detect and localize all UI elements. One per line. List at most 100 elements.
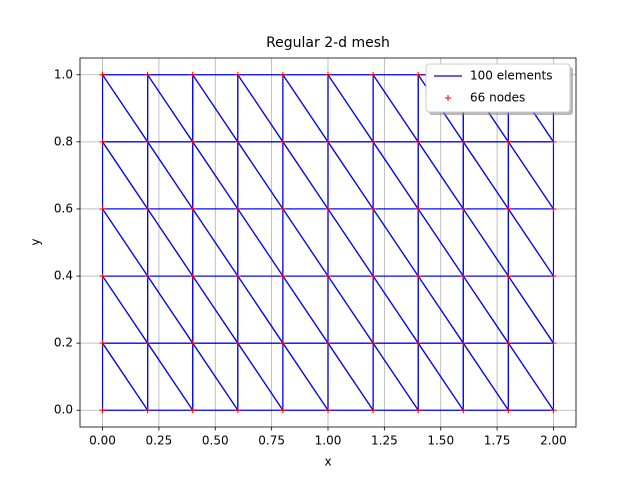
node-marker [505, 340, 512, 347]
element [327, 208, 374, 277]
element [372, 141, 419, 210]
element [101, 342, 149, 411]
node-marker [234, 205, 241, 212]
node-marker [325, 138, 331, 145]
node-marker [279, 273, 286, 280]
element [507, 275, 555, 344]
element [372, 342, 419, 411]
node-marker [460, 407, 467, 414]
node-marker [325, 340, 331, 347]
node-marker [279, 71, 286, 78]
element [237, 275, 284, 344]
node-marker [144, 407, 151, 414]
element [327, 275, 374, 344]
element [462, 275, 509, 344]
element [237, 342, 284, 411]
node-marker [550, 205, 557, 212]
element [507, 141, 555, 210]
node-marker [370, 71, 377, 78]
node-marker [234, 273, 241, 280]
y-tick-label: 0.6 [54, 201, 73, 215]
node-marker [325, 205, 331, 212]
node-marker [550, 340, 557, 347]
element [282, 342, 329, 411]
node-marker [415, 138, 422, 145]
x-tick-label: 2.00 [540, 434, 567, 448]
node-marker [505, 138, 512, 145]
y-tick-label: 0.4 [54, 269, 73, 283]
element [282, 208, 329, 277]
node-marker [279, 340, 286, 347]
node-marker [550, 138, 557, 145]
node-marker [99, 273, 106, 280]
x-axis-label: x [324, 455, 331, 469]
element [147, 141, 194, 210]
element [147, 74, 194, 143]
element [237, 141, 284, 210]
node-marker [144, 138, 151, 145]
element [282, 141, 329, 210]
node-marker [279, 407, 286, 414]
element [462, 342, 509, 411]
node-marker [415, 205, 422, 212]
node-marker [99, 340, 106, 347]
element [372, 74, 419, 143]
legend-label: 100 elements [470, 69, 552, 83]
node-marker [325, 71, 331, 78]
node-marker [279, 138, 286, 145]
element [507, 342, 555, 411]
element [237, 208, 284, 277]
element [101, 74, 149, 143]
node-marker [370, 138, 377, 145]
node-marker [415, 407, 422, 414]
node-marker [370, 340, 377, 347]
element [282, 275, 329, 344]
element [147, 275, 194, 344]
node-marker [99, 71, 106, 78]
node-marker [460, 138, 467, 145]
node-marker [550, 407, 557, 414]
node-marker [144, 273, 151, 280]
node-marker [234, 340, 241, 347]
legend-label: 66 nodes [470, 91, 525, 105]
element [372, 275, 419, 344]
node-marker [234, 407, 241, 414]
node-marker [415, 71, 422, 78]
node-marker [550, 273, 557, 280]
element [462, 208, 509, 277]
node-marker [189, 273, 196, 280]
element [327, 74, 374, 143]
element [101, 208, 149, 277]
node-marker [370, 273, 377, 280]
node-marker [370, 205, 377, 212]
node-marker [460, 340, 467, 347]
element [101, 275, 149, 344]
element [237, 74, 284, 143]
node-marker [505, 273, 512, 280]
element [101, 141, 149, 210]
element [147, 342, 194, 411]
node-marker [189, 71, 196, 78]
y-tick-label: 0.8 [54, 134, 73, 148]
node-marker [279, 205, 286, 212]
node-marker [189, 138, 196, 145]
element [147, 208, 194, 277]
node-marker [234, 71, 241, 78]
node-marker [460, 273, 467, 280]
y-tick-label: 0.0 [54, 403, 73, 417]
x-tick-label: 0.25 [146, 434, 173, 448]
x-tick-label: 0.75 [258, 434, 285, 448]
node-marker [144, 205, 151, 212]
x-tick-label: 1.75 [484, 434, 511, 448]
axes-frame [79, 57, 577, 428]
node-marker [189, 205, 196, 212]
y-axis-label: y [29, 238, 43, 245]
element [507, 208, 555, 277]
node-marker [505, 205, 512, 212]
node-marker [415, 273, 422, 280]
node-marker [189, 340, 196, 347]
node-marker [144, 340, 151, 347]
node-marker [99, 407, 106, 414]
node-marker [234, 138, 241, 145]
